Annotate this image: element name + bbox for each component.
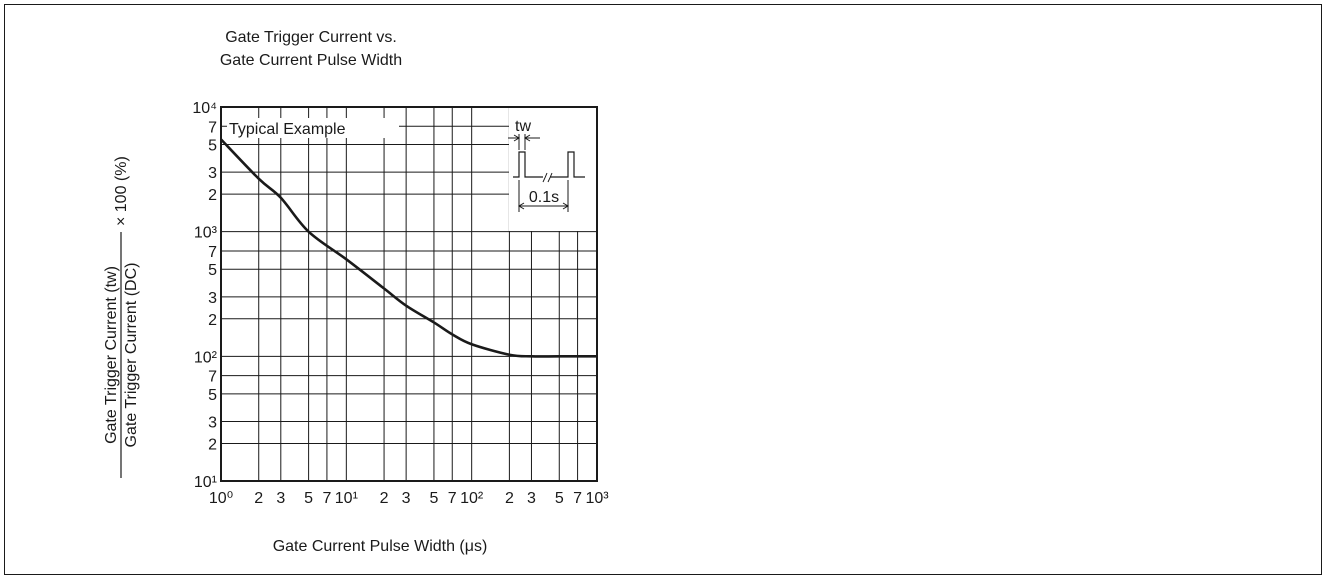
data-line — [220, 138, 597, 358]
y-tick-label: 2 — [208, 312, 217, 329]
y-axis-label: Gate Trigger Current (tw) Gate Trigger C… — [103, 156, 140, 478]
x-axis-label: Gate Current Pulse Width (μs) — [273, 538, 488, 555]
y-tick-label: 5 — [208, 387, 217, 404]
marks — [220, 106, 598, 482]
y-tick-label: 2 — [208, 436, 217, 453]
x-tick-label: 7 — [573, 490, 582, 507]
chart-title: Gate Trigger Current vs. — [225, 29, 397, 46]
x-tick-label: 10¹ — [335, 490, 358, 507]
tw-dimension — [508, 134, 540, 150]
x-tick-label: 7 — [322, 490, 331, 507]
x-tick-label: 10³ — [585, 490, 609, 507]
y-tick-label: 10³ — [194, 225, 218, 242]
plot-frame — [220, 106, 598, 482]
period-dimension — [518, 180, 569, 212]
y-tick-label: 5 — [208, 138, 217, 155]
y-label-numerator: Gate Trigger Current (tw) — [103, 266, 120, 444]
x-tick-label: 10⁰ — [209, 490, 233, 507]
y-tick-label: 10⁴ — [192, 100, 217, 117]
y-tick-label: 2 — [208, 187, 217, 204]
x-tick-label: 2 — [254, 490, 263, 507]
x-tick-label: 5 — [555, 490, 564, 507]
y-tick-label: 5 — [208, 262, 217, 279]
inset-background — [509, 108, 596, 231]
y-tick-label: 3 — [208, 290, 217, 307]
y-tick-label: 7 — [208, 244, 217, 261]
inset: Typical Example tw 0.1s — [227, 108, 596, 231]
y-tick-label: 3 — [208, 165, 217, 182]
x-tick-label: 5 — [304, 490, 313, 507]
break-mark — [542, 172, 553, 183]
y-label-suffix: × 100 (%) — [113, 156, 130, 226]
label-background — [227, 118, 399, 138]
x-tick-label: 10² — [460, 490, 484, 507]
x-tick-label: 5 — [429, 490, 438, 507]
x-tick-label: 3 — [402, 490, 411, 507]
x-tick-label: 7 — [448, 490, 457, 507]
x-tick-label: 2 — [505, 490, 514, 507]
annotation: Typical Example — [229, 121, 346, 138]
y-tick-label: 10² — [194, 349, 218, 366]
annotation: tw — [515, 118, 531, 135]
y-tick-label: 10¹ — [194, 474, 217, 491]
annotation: 0.1s — [529, 189, 559, 206]
x-tick-label: 3 — [276, 490, 285, 507]
pulse-train — [513, 151, 585, 178]
x-tick-label: 3 — [527, 490, 536, 507]
frame — [4, 4, 1322, 575]
y-tick-label: 7 — [208, 119, 217, 136]
x-tick-label: 2 — [380, 490, 389, 507]
chart-title: Gate Current Pulse Width — [220, 52, 402, 69]
y-tick-label: 7 — [208, 369, 217, 386]
y-tick-label: 3 — [208, 415, 217, 432]
y-label-denominator: Gate Trigger Current (DC) — [123, 263, 140, 448]
